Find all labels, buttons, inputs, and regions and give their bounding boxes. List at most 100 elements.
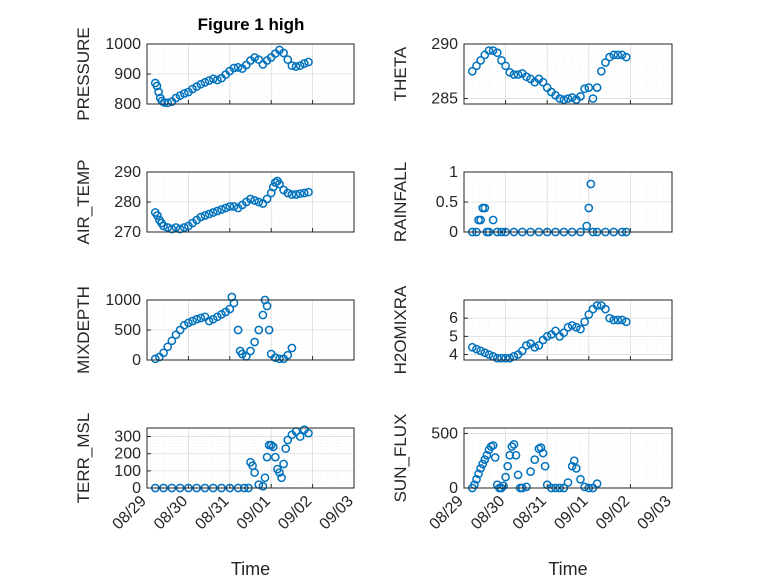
data-point [283, 350, 293, 360]
data-point [175, 224, 185, 234]
data-point [499, 481, 508, 491]
x-tick-label: 09/01 [551, 493, 591, 533]
data-point [580, 317, 589, 327]
data-point [522, 341, 531, 350]
data-point [179, 223, 189, 232]
x-tick-label: 09/02 [275, 493, 315, 533]
data-point [559, 328, 569, 338]
data-point [175, 91, 185, 100]
y-tick-label: 4 [449, 347, 458, 364]
x-tick-label: 08/29 [109, 493, 149, 533]
data-point [217, 205, 226, 214]
data-point [513, 70, 523, 79]
data-point [283, 188, 293, 198]
data-point [167, 336, 177, 346]
x-axis-label: Time [231, 559, 270, 579]
data-point [501, 61, 510, 71]
subplot-1: 800 900 1000 PRESSURE [74, 27, 355, 121]
data-point [580, 84, 589, 94]
data-point [538, 448, 548, 458]
y-tick-label: 300 [114, 429, 141, 446]
data-point [592, 301, 602, 310]
data-point [505, 450, 515, 460]
data-point [250, 337, 259, 347]
data-point [484, 350, 494, 359]
data-point [254, 325, 264, 335]
data-point [196, 313, 206, 323]
data-point [275, 354, 284, 364]
x-tick-label: 09/03 [634, 493, 674, 533]
data-point [555, 94, 565, 103]
data-point [492, 353, 502, 363]
axes-background [463, 299, 673, 361]
y-tick-label: 200 [114, 446, 141, 463]
data-point [196, 79, 206, 89]
data-point [277, 473, 286, 483]
data-point [204, 76, 214, 85]
data-point [154, 87, 163, 97]
data-point [582, 221, 592, 231]
data-point [262, 452, 272, 462]
data-point [601, 304, 610, 314]
data-point [567, 321, 577, 330]
data-point [509, 70, 519, 79]
data-point [576, 92, 585, 101]
data-point [268, 442, 278, 452]
data-point [484, 46, 494, 55]
y-tick-label: 1000 [105, 292, 141, 309]
data-point [507, 442, 517, 451]
y-tick-label: 500 [431, 425, 458, 442]
subplot-2: 285 290 THETA [391, 36, 673, 108]
y-tick-label: 900 [114, 66, 141, 83]
data-point [517, 346, 527, 356]
data-point [576, 474, 585, 484]
data-point [250, 468, 259, 477]
data-point [584, 83, 594, 92]
axes-box [463, 43, 673, 105]
data-point [551, 326, 560, 336]
data-point [260, 473, 270, 483]
data-point [492, 48, 502, 58]
data-point [584, 310, 594, 319]
data-point [270, 353, 280, 362]
y-tick-label: 5 [449, 328, 458, 345]
data-point [501, 472, 510, 482]
y-axis-label: PRESSURE [74, 27, 93, 121]
data-point [472, 474, 481, 484]
data-point [588, 94, 598, 103]
data-point [488, 215, 498, 225]
data-point [163, 98, 173, 108]
data-point [482, 450, 492, 460]
data-point [509, 440, 519, 449]
data-point [159, 348, 168, 358]
data-point [605, 52, 614, 62]
data-point [287, 61, 297, 70]
y-axis-label: H2OMIXRA [391, 285, 410, 374]
data-point [229, 298, 239, 308]
data-point [613, 50, 623, 60]
data-point [304, 428, 313, 438]
data-point [601, 58, 610, 67]
data-point [497, 56, 506, 65]
data-point [513, 470, 523, 480]
data-point [153, 211, 162, 220]
data-point [200, 211, 210, 220]
data-point [229, 63, 239, 73]
y-axis-label: MIXDEPTH [74, 286, 93, 374]
data-point [467, 66, 477, 76]
data-point [501, 353, 510, 363]
subplot-4: 0 0.5 1 RAINFALL [391, 162, 673, 242]
data-point [472, 344, 481, 354]
data-point [538, 77, 548, 87]
data-point [262, 194, 272, 204]
y-tick-label: 1000 [105, 36, 141, 53]
x-tick-label: 08/30 [151, 493, 191, 533]
data-point [225, 304, 235, 314]
data-point [246, 346, 255, 356]
data-point [467, 342, 477, 352]
data-point [299, 59, 309, 68]
data-point [476, 464, 485, 473]
data-point [196, 212, 206, 222]
y-tick-label: 285 [431, 91, 458, 108]
